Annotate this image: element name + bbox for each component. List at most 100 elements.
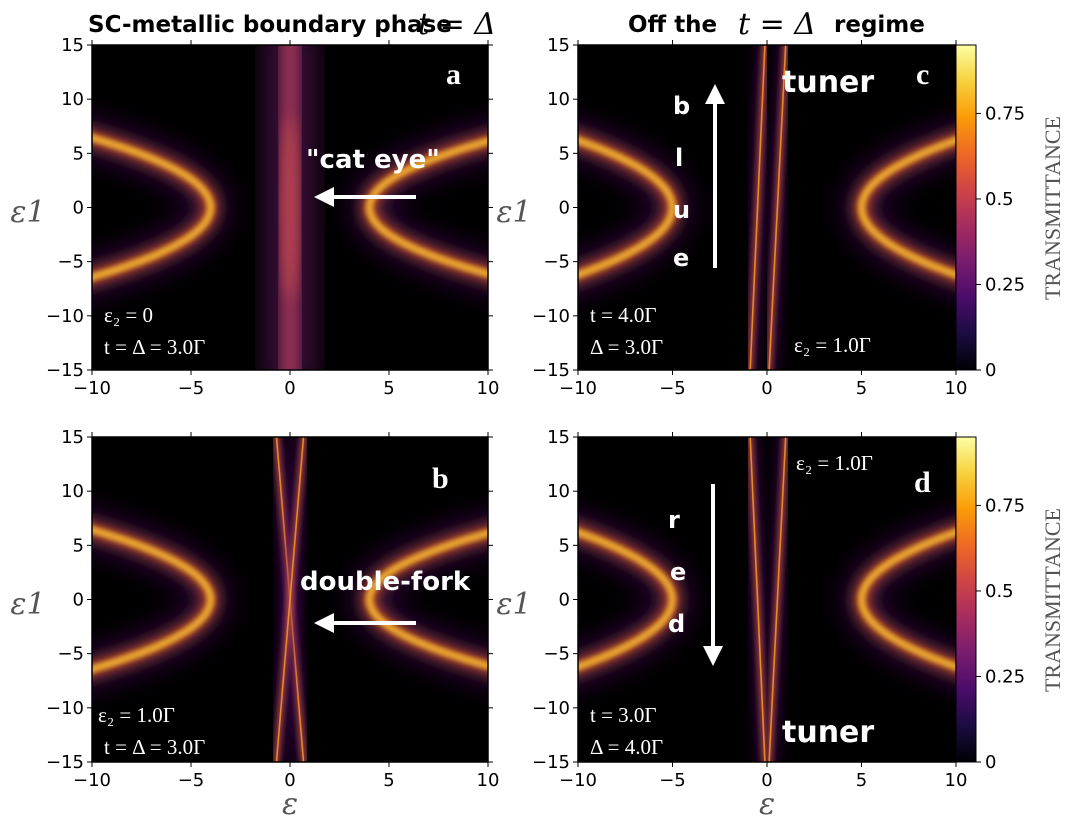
panel-d-line-1-core — [749, 437, 766, 762]
y-tick-label: −5 — [57, 252, 84, 273]
x-tick-label: −5 — [178, 378, 205, 399]
panel-a-right-branch-highlight — [368, 140, 488, 275]
panel-c-ylabel: ε1 — [496, 195, 531, 230]
panel-c-letter: c — [916, 58, 929, 91]
colorbar-bottom-ticks: 0 0.25 0.5 0.75 — [976, 495, 1025, 773]
x-tick-label: 5 — [383, 770, 394, 791]
panel-d-xlabel: ε — [759, 787, 775, 822]
x-tick-label: −10 — [73, 770, 111, 791]
y-tick-label: −5 — [543, 644, 570, 665]
y-tick-label: 10 — [547, 89, 570, 110]
panel-d-param-1: t = 3.0Γ — [590, 703, 657, 727]
panel-d-left-branch — [578, 514, 690, 685]
panel-a-param-2: t = Δ = 3.0Γ — [104, 335, 205, 359]
blue-letter-u: u — [673, 196, 690, 224]
y-tick-label: −15 — [532, 360, 570, 381]
panel-d-param-3: ε₂ = 1.0Γ — [796, 451, 873, 475]
panel-a-central-band — [265, 45, 315, 370]
x-tick-label: 0 — [761, 770, 772, 791]
panel-b-right-branch — [352, 515, 488, 684]
panel-c-line-1 — [743, 45, 772, 370]
panel-c-right-branch-highlight — [860, 139, 956, 276]
panel-c-heatmap — [578, 45, 956, 370]
red-letter-r: r — [668, 506, 680, 534]
panel-d-heatmap — [578, 437, 956, 762]
left-column-title: SC-metallic boundary phase t = Δ — [88, 7, 496, 42]
y-tick-label: 15 — [547, 427, 570, 448]
y-tick-label: −5 — [543, 252, 570, 273]
panel-c-line-2 — [762, 45, 793, 370]
panel-c-line-1-core — [749, 45, 766, 370]
panel-b-right-branch-highlight — [368, 532, 488, 667]
panel-b-xlabel: ε — [282, 787, 298, 822]
y-tick-label: 15 — [61, 427, 84, 448]
panel-d-tuner-label: tuner — [782, 715, 874, 750]
y-tick-label: −10 — [532, 306, 570, 327]
panel-a-letter: a — [446, 58, 461, 91]
colorbar-tick-label: 0.5 — [985, 581, 1014, 602]
x-tick-label: 5 — [383, 378, 394, 399]
panel-b-line-2-core — [275, 437, 305, 762]
panel-b-param-2: t = Δ = 3.0Γ — [104, 735, 205, 759]
colorbar-bottom-gradient — [955, 436, 977, 763]
panel-c-line-2-core — [768, 45, 787, 370]
x-tick-label: 10 — [945, 770, 968, 791]
panel-b-letter: b — [432, 462, 449, 495]
right-column-title: Off the t = Δ regime — [628, 7, 925, 42]
y-tick-label: 0 — [559, 590, 570, 611]
y-tick-label: 15 — [61, 35, 84, 56]
y-tick-label: 5 — [73, 143, 84, 164]
cat-eye-label: "cat eye" — [306, 145, 440, 175]
colorbar-top-ticks: 0 0.25 0.5 0.75 — [976, 103, 1025, 381]
y-tick-label: −10 — [46, 306, 84, 327]
x-tick-label: −5 — [659, 770, 686, 791]
colorbar-bottom: 0 0.25 0.5 0.75 TRANSMITTANCE — [955, 436, 1065, 773]
double-fork-label: double-fork — [300, 567, 471, 597]
blue-letter-l: l — [675, 144, 683, 172]
y-tick-label: 10 — [61, 89, 84, 110]
panel-b-heatmap — [92, 437, 488, 762]
colorbar-tick-label: 0.75 — [985, 495, 1025, 516]
left-title-text: SC-metallic boundary phase — [88, 12, 452, 38]
panel-a-left-branch-highlight — [92, 136, 212, 279]
y-tick-label: −5 — [57, 644, 84, 665]
right-title-post: regime — [834, 12, 925, 38]
colorbar-top-gradient — [955, 44, 977, 371]
colorbar-tick-label: 0.75 — [985, 103, 1025, 124]
y-tick-label: 0 — [73, 198, 84, 219]
panel-d-right-branch-highlight — [860, 531, 956, 668]
colorbar-tick-label: 0.25 — [985, 666, 1025, 687]
y-tick-label: −10 — [532, 698, 570, 719]
x-tick-label: −10 — [73, 378, 111, 399]
panel-a-right-branch — [352, 123, 488, 292]
x-tick-label: −10 — [559, 378, 597, 399]
panel-c-left-branch-highlight — [578, 139, 674, 276]
colorbar-bottom-label: TRANSMITTANCE — [1040, 508, 1065, 692]
panel-d-ylabel: ε1 — [496, 587, 531, 622]
y-tick-label: −10 — [46, 698, 84, 719]
y-tick-label: 15 — [547, 35, 570, 56]
panel-a-left-branch — [92, 120, 228, 295]
panel-c-left-branch — [578, 122, 690, 293]
panel-c-param-1: t = 4.0Γ — [590, 303, 657, 327]
panel-d-left-branch-highlight — [578, 531, 674, 668]
x-tick-label: 10 — [477, 770, 500, 791]
panel-d-line-2-core — [768, 437, 787, 762]
panel-b-ylabel: ε1 — [10, 587, 45, 622]
x-tick-label: 0 — [284, 378, 295, 399]
panel-a-param-1: ε₂ = 0 — [104, 303, 153, 327]
x-tick-label: 5 — [856, 770, 867, 791]
blue-letter-b: b — [673, 92, 690, 120]
blue-letter-e: e — [673, 244, 689, 272]
x-tick-label: 0 — [284, 770, 295, 791]
panel-c-param-2: Δ = 3.0Γ — [590, 335, 663, 359]
panel-b-param-1: ε₂ = 1.0Γ — [98, 703, 175, 727]
left-title-math: t = Δ — [418, 7, 496, 42]
y-tick-label: 10 — [547, 481, 570, 502]
